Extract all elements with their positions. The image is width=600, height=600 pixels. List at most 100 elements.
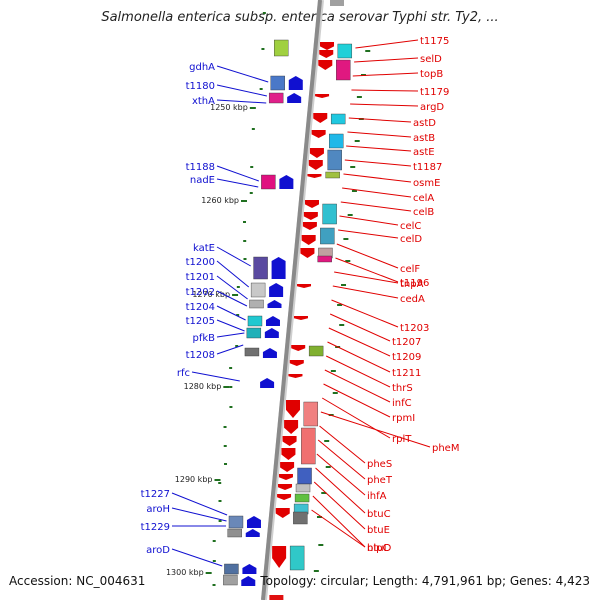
marker-dot (316, 516, 322, 518)
gene-label-rplT: rplT (392, 434, 412, 445)
gene-label-aroD: aroD (146, 545, 170, 556)
gene-block (270, 75, 285, 91)
gene-leader-line (320, 411, 431, 448)
marker-dot (356, 96, 362, 98)
marker-dot (354, 140, 360, 142)
marker-dot (251, 128, 255, 130)
right-strand-arrow (305, 200, 319, 208)
gene-leader-line (331, 299, 399, 328)
scale-tick-mark (205, 572, 212, 574)
gene-leader-line (315, 467, 366, 514)
gene-leader-line (343, 173, 412, 183)
marker-dot (339, 324, 345, 326)
marker-dot (259, 88, 263, 90)
gene-block (330, 0, 344, 6)
gene-label-selD: selD (420, 54, 442, 65)
marker-dot (337, 304, 343, 306)
scale-tick-label: 1280 kbp (184, 382, 222, 391)
gene-label-t1211: t1211 (392, 368, 421, 379)
left-strand-arrow (287, 93, 302, 103)
scale-tick-label: 1250 kbp (210, 103, 248, 112)
right-strand-arrow (286, 400, 300, 418)
gene-label-t1180: t1180 (186, 81, 215, 92)
scale-tick-label: 1290 kbp (175, 475, 213, 484)
right-strand-arrow (297, 284, 312, 288)
marker-dot (223, 445, 227, 447)
gene-block (253, 256, 268, 280)
marker-dot (318, 544, 324, 546)
right-strand-arrow (301, 235, 316, 245)
marker-dot (243, 221, 247, 223)
gene-label-btuC: btuC (367, 509, 391, 520)
gene-label-astB: astB (413, 133, 435, 144)
gene-leader-line (312, 495, 366, 548)
gene-label-t1207: t1207 (392, 337, 421, 348)
left-strand-arrow (264, 328, 279, 338)
gene-leader-line (342, 187, 412, 198)
right-strand-arrow (319, 50, 334, 58)
gene-leader-line (338, 229, 399, 239)
marker-dot (218, 520, 222, 522)
gene-leader-line (216, 246, 251, 267)
left-strand-arrow (279, 175, 294, 189)
gene-label-osmE: osmE (413, 178, 440, 189)
right-strand-arrow (272, 546, 287, 568)
gene-label-t1179: t1179 (420, 87, 449, 98)
gene-leader-line (216, 290, 248, 307)
gene-label-aroH: aroH (146, 504, 170, 515)
marker-dot (345, 260, 351, 262)
gene-leader-line (216, 332, 245, 338)
left-strand-arrow (245, 529, 260, 537)
gene-label-ihfA: ihfA (367, 491, 387, 502)
gene-label-t1196: t1196 (400, 278, 429, 289)
gene-leader-line (216, 84, 267, 97)
right-strand-arrow (291, 345, 306, 351)
gene-block (329, 133, 344, 149)
marker-dot (243, 258, 247, 260)
marker-dot (218, 482, 222, 484)
marker-dot (321, 492, 327, 494)
gene-leader-line (216, 275, 248, 300)
gene-label-topB: topB (420, 69, 443, 80)
gene-leader-line (323, 383, 391, 418)
scale-tick-mark (214, 479, 221, 481)
right-strand-arrow (278, 474, 293, 480)
marker-dot (229, 386, 233, 388)
genome-summary: Topology: circular; Length: 4,791,961 bp… (260, 574, 590, 588)
gene-label-tnpA: tnpA (400, 279, 424, 290)
left-strand-arrow (269, 283, 284, 297)
right-strand-arrow (280, 462, 295, 472)
scale-tick-mark (241, 200, 247, 202)
gene-leader-line (339, 215, 399, 226)
right-strand-arrow (313, 113, 328, 123)
gene-leader-line (334, 271, 399, 284)
gene-leader-line (311, 509, 366, 548)
gene-leader-line (347, 131, 412, 138)
marker-dot (212, 584, 216, 586)
gene-leader-line (313, 481, 366, 530)
marker-dot (212, 540, 216, 542)
right-strand-arrow (318, 60, 333, 70)
gene-block (295, 483, 311, 493)
gene-label-infC: infC (392, 398, 412, 409)
gene-leader-line (216, 165, 259, 182)
gene-label-t1200: t1200 (186, 257, 215, 268)
marker-dot (236, 286, 240, 288)
left-strand-arrow (288, 76, 303, 90)
marker-dot (365, 50, 371, 52)
gene-leader-line (216, 65, 269, 83)
marker-dot (262, 12, 266, 14)
marker-dot (343, 238, 349, 240)
gene-leader-line (216, 178, 259, 188)
marker-dot (261, 48, 265, 50)
gene-leader-line (346, 145, 412, 152)
marker-dot (325, 466, 331, 468)
gene-label-t1175: t1175 (420, 36, 449, 47)
marker-dot (236, 314, 240, 316)
gene-leader-line (350, 103, 419, 107)
gene-leader-line (344, 159, 412, 167)
gene-label-argD: argD (420, 102, 444, 113)
right-strand-arrow (320, 42, 335, 50)
marker-dot (360, 74, 366, 76)
gene-block (246, 327, 262, 339)
